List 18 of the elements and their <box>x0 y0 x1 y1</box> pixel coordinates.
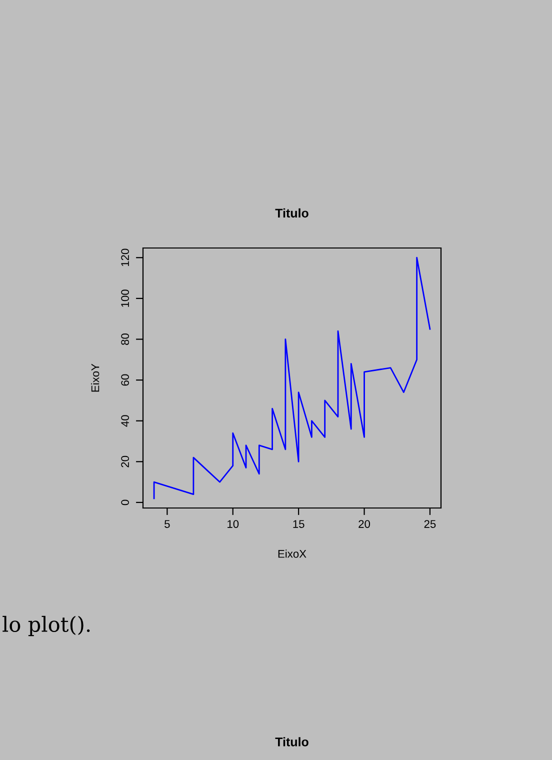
line-series <box>153 256 431 500</box>
text: lo plot(). <box>2 616 90 636</box>
y-tick-label: 60 <box>121 374 129 386</box>
y-tick-label: 100 <box>121 290 129 307</box>
y-tick-label: 20 <box>121 456 129 468</box>
x-tick-label: 20 <box>358 520 370 528</box>
y-tick-label: 120 <box>121 248 129 266</box>
chart-title: Titulo <box>275 208 308 218</box>
y-tick-label: 80 <box>121 333 129 345</box>
y-tick-label: 40 <box>121 415 129 427</box>
x-tick-label: 10 <box>228 520 239 528</box>
text: Titulo <box>275 737 308 746</box>
x-tick-label: 15 <box>293 520 304 528</box>
x-axis-title: EixoX <box>278 550 306 558</box>
x-tick-label: 5 <box>164 520 170 528</box>
y-tick-label: 0 <box>121 500 129 506</box>
y-axis-title: EixoY <box>91 364 100 392</box>
x-tick-label: 25 <box>424 520 436 528</box>
